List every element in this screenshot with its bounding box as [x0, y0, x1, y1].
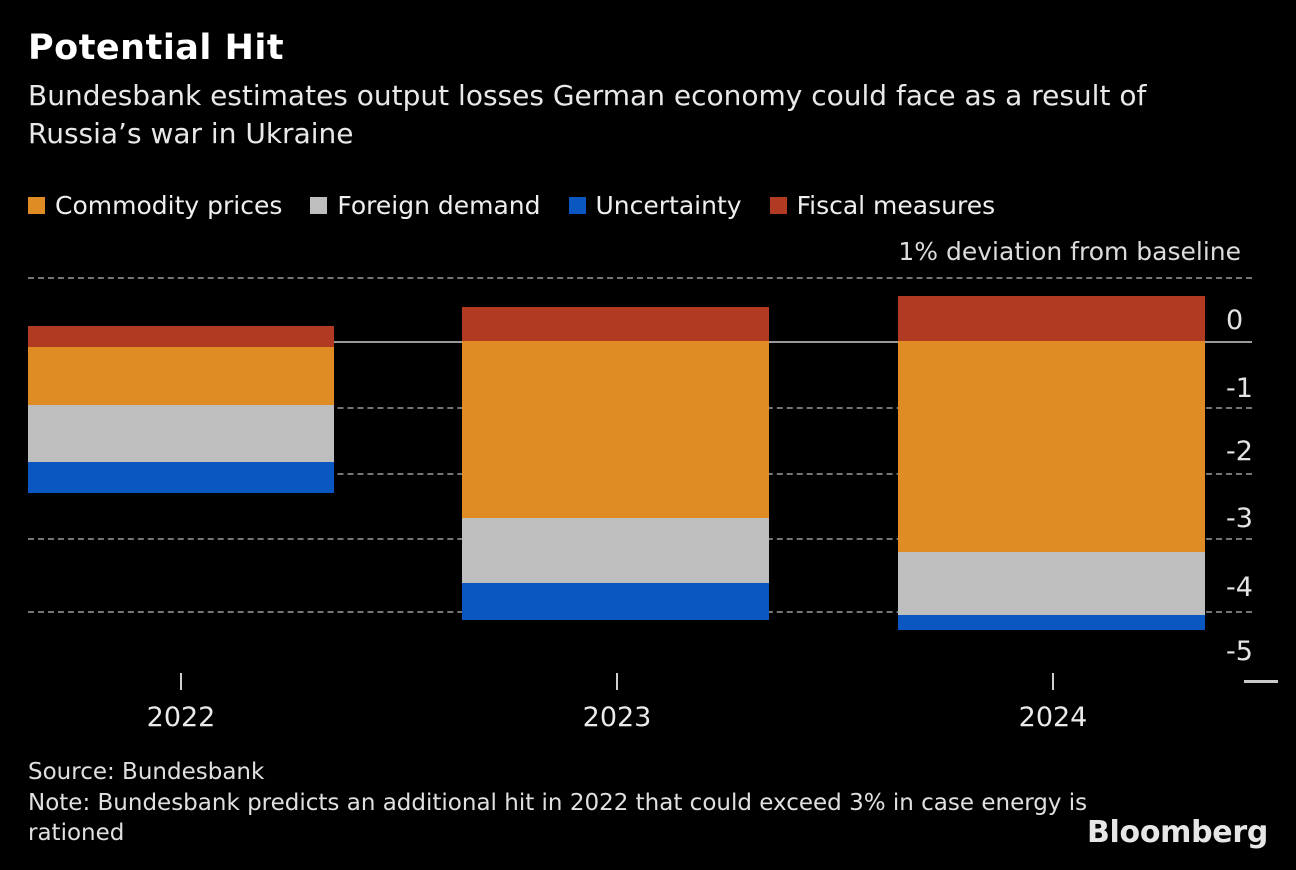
bar-segment-uncertainty[interactable]	[462, 583, 769, 620]
xtick-mark-2024	[1052, 673, 1054, 690]
ytick-label-minus-3: -3	[1226, 503, 1253, 534]
bar-segment-uncertainty[interactable]	[28, 462, 334, 493]
bar-segment-fiscal-measures[interactable]	[898, 296, 1205, 341]
source-text: Source: Bundesbank	[28, 759, 265, 785]
xtick-mark-2022	[180, 673, 182, 690]
legend-swatch-icon	[568, 197, 586, 214]
axis-unit-note: 1% deviation from baseline	[898, 237, 1241, 266]
bar-segment-foreign-demand[interactable]	[462, 518, 769, 583]
yaxis-end-dash	[1244, 680, 1278, 683]
bar-group-2022[interactable]	[28, 326, 334, 493]
chart-legend: Commodity prices Foreign demand Uncertai…	[28, 193, 1023, 218]
ytick-label-0: 0	[1226, 305, 1244, 336]
legend-item-label: Fiscal measures	[796, 191, 996, 220]
legend-item-commodity-prices[interactable]: Commodity prices	[28, 193, 282, 218]
xtick-mark-2023	[616, 673, 618, 690]
ytick-label-minus-1: -1	[1226, 373, 1253, 404]
xtick-label-2023: 2023	[582, 702, 652, 733]
bar-segment-commodity-prices[interactable]	[898, 341, 1205, 552]
page-title: Potential Hit	[28, 28, 285, 68]
xtick-label-2022: 2022	[146, 702, 216, 733]
xtick-label-2024: 2024	[1018, 702, 1088, 733]
bar-segment-uncertainty[interactable]	[898, 615, 1205, 630]
ytick-label-minus-2: -2	[1226, 436, 1253, 467]
chart-subtitle: Bundesbank estimates output losses Germa…	[28, 78, 1147, 150]
legend-swatch-icon	[769, 197, 787, 214]
bar-group-2024[interactable]	[898, 296, 1205, 630]
note-text: Note: Bundesbank predicts an additional …	[28, 789, 1088, 847]
bar-segment-fiscal-measures[interactable]	[28, 326, 334, 347]
bar-segment-foreign-demand[interactable]	[898, 552, 1205, 615]
legend-item-label: Uncertainty	[595, 191, 742, 220]
bar-segment-commodity-prices[interactable]	[462, 341, 769, 518]
legend-item-label: Commodity prices	[55, 191, 283, 220]
chart-plot-area: 0 -1 -2 -3 -4 -5 2022 2023 2024	[28, 277, 1278, 731]
legend-item-uncertainty[interactable]: Uncertainty	[568, 191, 742, 220]
chart-footer: Source: Bundesbank Note: Bundesbank pred…	[28, 757, 1088, 849]
legend-item-fiscal-measures[interactable]: Fiscal measures	[769, 191, 996, 220]
chart-header: Potential Hit Bundesbank estimates outpu…	[28, 30, 1268, 153]
bloomberg-logo: Bloomberg	[1086, 815, 1268, 850]
legend-item-label: Foreign demand	[337, 191, 541, 220]
bar-segment-fiscal-measures[interactable]	[462, 307, 769, 341]
bar-segment-foreign-demand[interactable]	[28, 405, 334, 462]
legend-swatch-icon	[310, 197, 328, 214]
bar-segment-commodity-prices[interactable]	[28, 347, 334, 405]
bar-group-2023[interactable]	[462, 307, 769, 620]
gridline-top	[28, 277, 1252, 279]
legend-item-foreign-demand[interactable]: Foreign demand	[310, 191, 541, 220]
ytick-label-minus-4: -4	[1226, 572, 1253, 603]
legend-swatch-icon	[28, 197, 45, 214]
ytick-label-minus-5: -5	[1226, 636, 1253, 667]
